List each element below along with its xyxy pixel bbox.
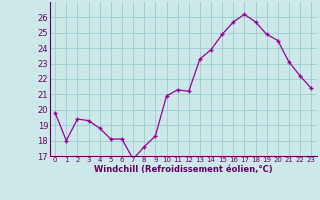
X-axis label: Windchill (Refroidissement éolien,°C): Windchill (Refroidissement éolien,°C) [94,165,273,174]
